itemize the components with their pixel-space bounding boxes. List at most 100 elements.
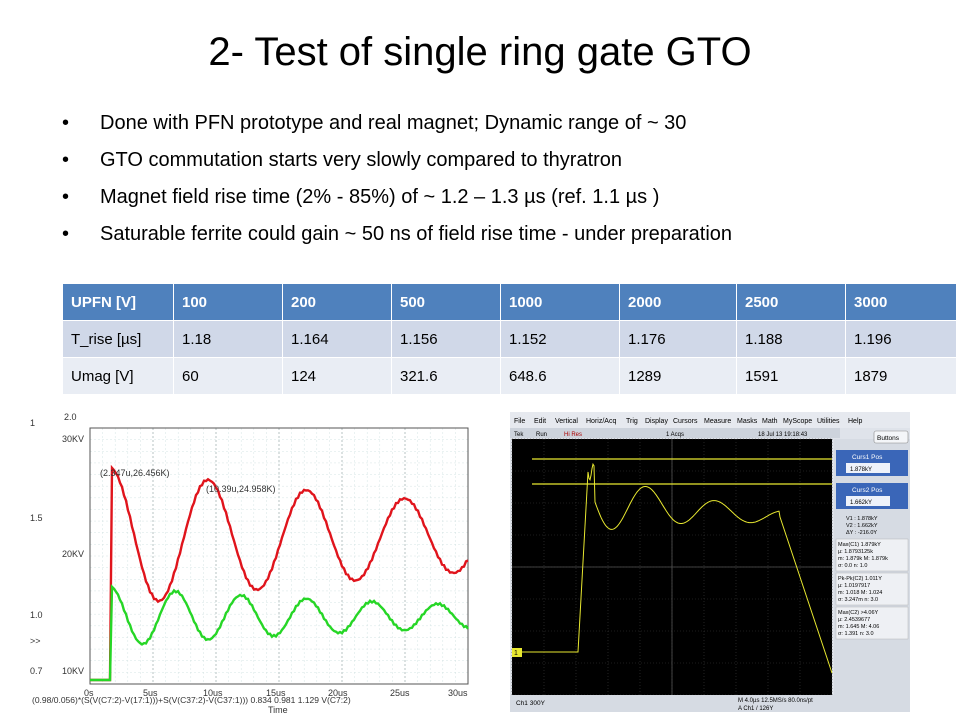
cursor-readout: V1 : 1.878kY V2 : 1.662kY ΔY : -216.0Y [846, 516, 878, 536]
status-mode: Hi Res [564, 432, 582, 438]
simulation-plot: 1 1.5 1.0 0.7 2.0 30KV 20KV 10KV >> 0s 5… [28, 412, 478, 716]
table-cell: 60 [173, 357, 283, 395]
menu-item-trig[interactable]: Trig [626, 418, 638, 425]
menu-item-math[interactable]: Math [762, 418, 778, 425]
plot-grid [89, 427, 469, 685]
bullet-item: Saturable ferrite could gain ~ 50 ns of … [62, 223, 922, 245]
page-title: 2- Test of single ring gate GTO [208, 30, 752, 74]
status-date: 18 Jul 13 19:18:43 [758, 432, 808, 438]
x-tick: 5us [143, 688, 158, 698]
measure-line: m: 1.879k M: 1.879k [838, 556, 888, 562]
curs2-value: 1.662kY [850, 500, 872, 506]
table-header-cell: 3000 [845, 283, 957, 321]
measure-line: m: 1.645 M: 4.06 [838, 624, 879, 630]
bullet-list: Done with PFN prototype and real magnet;… [62, 112, 922, 260]
table-row: Umag [V] 60 124 321.6 648.6 1289 1591 18… [62, 357, 957, 395]
readout-line: V2 : 1.662kY [846, 523, 878, 529]
measure-line: Pk-Pk(C2) 1.011Y [838, 576, 882, 582]
y-left-tick: 1 [30, 418, 35, 428]
table-cell: 1.188 [736, 320, 846, 358]
scope-menu-bar [510, 412, 910, 428]
menu-item-help[interactable]: Help [848, 418, 863, 425]
measure-line: µ: 1.0197917 [838, 583, 870, 589]
table-row: T_rise [µs] 1.18 1.164 1.156 1.152 1.176… [62, 320, 957, 358]
table-cell: 648.6 [500, 357, 620, 395]
plot-frame [89, 427, 469, 685]
table-header-cell: 2500 [736, 283, 846, 321]
menu-item-vertical[interactable]: Vertical [555, 418, 578, 425]
menu-item-myscope[interactable]: MyScope [783, 418, 812, 425]
y-left-tick: 1.5 [30, 513, 43, 523]
buttons-button[interactable] [873, 430, 909, 444]
table-header-cell: 200 [282, 283, 392, 321]
measure-line: σ: 0.0 n: 1.0 [838, 563, 867, 569]
menu-item-masks[interactable]: Masks [737, 418, 758, 425]
plot-legend: (0.98/0.056)*(S(V(C7:2)-V(17:1)))+S(V(C3… [32, 695, 351, 705]
table-cell: 1.156 [391, 320, 501, 358]
table-cell: 1591 [736, 357, 846, 395]
measure-line: Max(C2) >4.06Y [838, 610, 879, 616]
x-tick: 30us [448, 688, 468, 698]
measure-line: µ: 2.4539677 [838, 617, 870, 623]
curs1-label: Curs1 Pos [852, 454, 883, 461]
x-tick: 0s [84, 688, 94, 698]
table-cell: 321.6 [391, 357, 501, 395]
y-mid-tick: 20KV [62, 549, 84, 559]
peak-annotation: (10.39u,24.958K) [206, 484, 276, 494]
table-cell: 1.18 [173, 320, 283, 358]
curs2-value-box[interactable] [846, 496, 890, 506]
status-acqs: 1 Acqs [666, 432, 684, 438]
menu-item-display[interactable]: Display [645, 418, 668, 425]
measure-line: σ: 3.247m n: 3.0 [838, 597, 878, 603]
measurement-box [835, 538, 909, 572]
scope-bottom-bar [510, 695, 910, 712]
y-mid-tick: 2.0 [64, 412, 77, 422]
table-cell: 1289 [619, 357, 737, 395]
menu-item-horiz-acq[interactable]: Horiz/Acq [586, 418, 616, 425]
table-header-cell: 1000 [500, 283, 620, 321]
overflow-mark: >> [30, 636, 41, 646]
channel-marker-label: 1 [514, 650, 518, 657]
table-cell: 1.152 [500, 320, 620, 358]
x-tick: 10us [203, 688, 223, 698]
y-left-tick: 0.7 [30, 666, 43, 676]
scope-grid [511, 438, 833, 696]
readout-line: ΔY : -216.0Y [846, 530, 877, 536]
channel-marker[interactable] [512, 648, 522, 657]
trigger-readout[interactable]: A Ch1 / 126Y [738, 706, 773, 712]
measurement-box [835, 572, 909, 606]
readout-line: V1 : 1.878kY [846, 516, 878, 522]
x-tick: 25us [390, 688, 410, 698]
timebase-readout[interactable]: M 4.0µs 12.5MS/s 80.0ns/pt [738, 698, 813, 704]
ch1-scale[interactable]: Ch1 300Y [516, 700, 546, 707]
scope-status-bar [510, 428, 840, 438]
y-mid-tick: 30KV [62, 434, 84, 444]
status-brand: Tek [514, 432, 524, 438]
table-cell: 1879 [845, 357, 957, 395]
x-tick: 15us [266, 688, 286, 698]
table-cell: 1.164 [282, 320, 392, 358]
status-run: Run [536, 432, 547, 438]
table-header-row: UPFN [V] 100 200 500 1000 2000 2500 3000 [62, 283, 957, 321]
table-header-cell: UPFN [V] [62, 283, 174, 321]
menu-item-measure[interactable]: Measure [704, 418, 731, 425]
menu-item-cursors[interactable]: Cursors [673, 418, 698, 425]
oscilloscope-screen: File Edit Vertical Horiz/Acq Trig Displa… [510, 412, 910, 712]
curs2-label: Curs2 Pos [852, 487, 883, 494]
bullet-item: Done with PFN prototype and real magnet;… [62, 112, 922, 134]
menu-item-file[interactable]: File [514, 418, 525, 425]
menu-item-utilities[interactable]: Utilities [817, 418, 840, 425]
scope-trace [512, 462, 833, 674]
curs1-value-box[interactable] [846, 463, 890, 473]
measurement-box [835, 606, 909, 640]
y-left-tick: 1.0 [30, 610, 43, 620]
green-trace [90, 583, 469, 682]
table-cell: 1.176 [619, 320, 737, 358]
measure-line: σ: 1.391 n: 3.0 [838, 631, 874, 637]
table-cell: Umag [V] [62, 357, 174, 395]
menu-item-edit[interactable]: Edit [534, 418, 546, 425]
measure-line: Max(C1) 1.879kY [838, 542, 881, 548]
curs1-value: 1.878kY [850, 467, 872, 473]
x-axis-label: Time [268, 705, 288, 715]
measure-line: µ: 1.8793125k [838, 549, 873, 555]
